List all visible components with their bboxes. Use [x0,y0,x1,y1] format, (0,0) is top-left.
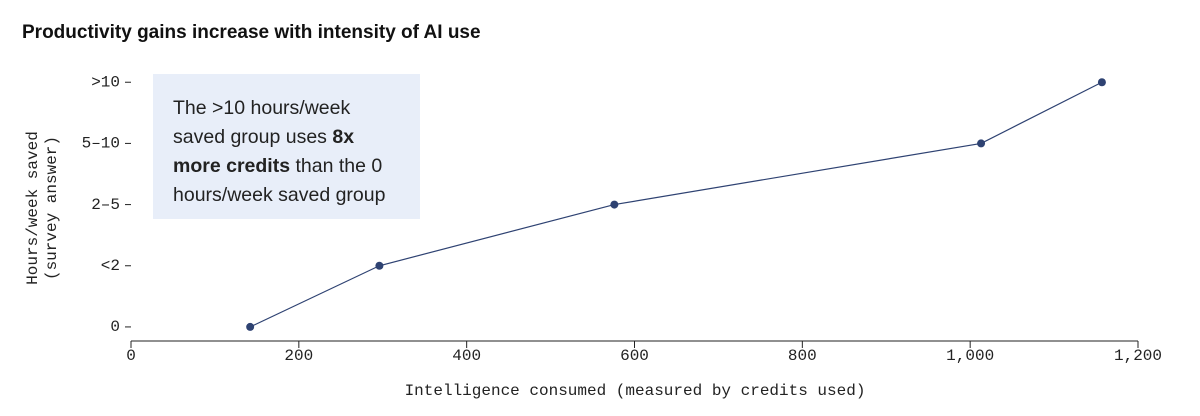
x-tick-label: 800 [788,347,817,365]
y-axis-label: (survey answer) [43,136,61,280]
y-axis-label: Hours/week saved [24,131,42,285]
y-tick-label: 5–10 [82,135,120,153]
annotation: The >10 hours/week saved group uses 8x m… [153,74,420,219]
data-point [246,322,255,331]
annotation-text: than the 0 hours/week saved group [173,155,386,206]
annotation-text: The >10 hours/week saved group uses [173,97,351,148]
data-point [375,261,384,270]
x-tick-label: 0 [126,347,136,365]
x-tick-label: 1,200 [1114,347,1162,365]
annotation-emphasis: 8x more credits [173,126,355,177]
x-tick-label: 200 [284,347,313,365]
y-tick-label: >10 [91,73,120,91]
data-point [977,139,986,148]
y-tick-label: <2 [101,257,120,275]
x-tick-label: 400 [452,347,481,365]
x-tick-label: 600 [620,347,649,365]
data-point [610,200,619,209]
y-tick-label: 0 [110,318,120,336]
x-tick-label: 1,000 [946,347,994,365]
y-tick-label: 2–5 [91,196,120,214]
data-point [1097,78,1106,87]
chart-title: Productivity gains increase with intensi… [22,22,481,43]
x-axis-label: Intelligence consumed (measured by credi… [405,382,866,400]
